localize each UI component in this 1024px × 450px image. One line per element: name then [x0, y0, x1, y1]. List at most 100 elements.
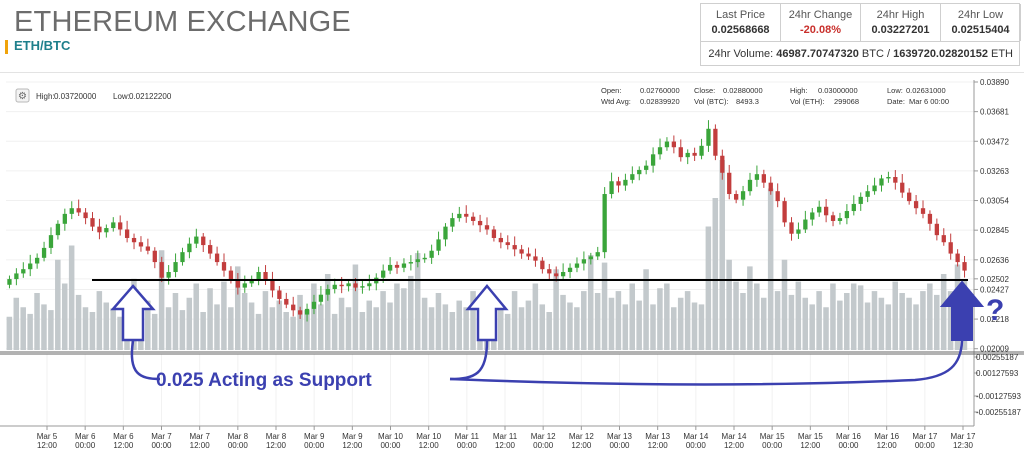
candle-body [803, 219, 808, 230]
volume-bar [920, 291, 926, 350]
ohlc-low-label: Low: [887, 86, 903, 95]
volume-bar [442, 304, 449, 350]
volume-bar [830, 283, 836, 350]
candle-body [360, 286, 365, 288]
settings-button[interactable] [15, 88, 30, 103]
candle-body [242, 283, 247, 288]
candle-body [228, 270, 234, 280]
candle-body [512, 245, 517, 250]
candle-body [97, 226, 102, 233]
candle-body [14, 273, 19, 280]
candle-body [214, 253, 220, 263]
volume-bar [214, 304, 220, 350]
range-high-label: High: [36, 92, 55, 101]
volume-bar [857, 285, 864, 350]
volume-bar [899, 293, 905, 350]
volume-bar [788, 294, 795, 350]
volume-bar [338, 297, 345, 350]
time-tick-date: Mar 17 [951, 432, 976, 441]
volume-bar [885, 304, 892, 350]
volume-bar [241, 293, 248, 350]
volume-bar [892, 281, 898, 350]
time-tick-hour: 12:00 [37, 441, 58, 450]
candle-body [367, 283, 372, 287]
candle-body [920, 208, 926, 214]
header-pair[interactable]: ETH/BTC [14, 38, 71, 53]
time-tick-date: Mar 14 [683, 432, 708, 441]
time-tick-hour: 00:00 [457, 441, 478, 450]
candle-body [547, 269, 552, 274]
candle-body [256, 272, 261, 280]
macd-tick-label: 0.00127593 [976, 369, 1019, 378]
candle-body [637, 169, 642, 175]
volume-bar [331, 313, 338, 350]
volume-bar [408, 275, 414, 350]
candle-body [353, 283, 358, 288]
volume-bar [276, 300, 283, 350]
candle-body [69, 208, 74, 214]
volume-bar [435, 293, 442, 350]
candle-body [159, 262, 164, 278]
candle-body [768, 182, 773, 192]
candle-body [927, 213, 933, 224]
volume-bar [733, 281, 739, 350]
volume-bar [75, 294, 82, 350]
candle-body [464, 213, 469, 217]
time-tick-date: Mar 8 [266, 432, 287, 441]
price-tick-label: 0.03054 [980, 197, 1009, 206]
volume-bar [228, 307, 234, 350]
candle-body [436, 239, 441, 251]
price-tick-label: 0.03681 [980, 108, 1009, 117]
candle-body [851, 203, 856, 212]
volume-bar [193, 283, 199, 350]
price-chart[interactable]: 0.03890 0.03681 0.03472 0.03263 0.03054 0.028… [0, 74, 1024, 450]
candlesticks [7, 120, 967, 322]
candle-body [201, 236, 206, 246]
time-tick-hour: 12:00 [571, 441, 592, 450]
candle-body [62, 213, 67, 224]
candle-body [893, 177, 898, 183]
time-tick-hour: 12:00 [724, 441, 745, 450]
candle-body [519, 249, 524, 254]
candle-body [858, 196, 863, 204]
volume-bar [207, 288, 213, 350]
candle-body [187, 243, 192, 253]
candle-body [907, 192, 912, 202]
candle-body [900, 182, 905, 193]
candle-body [865, 191, 870, 197]
time-tick-hour: 00:00 [533, 441, 554, 450]
candle-body [789, 222, 794, 234]
price-tick-label: 0.02502 [980, 275, 1009, 284]
volume-bar [297, 294, 303, 350]
candle-body [394, 264, 400, 268]
candle-body [28, 263, 33, 270]
ohlc-open-value: 0.02760000 [640, 86, 680, 95]
volume-bar [823, 307, 829, 350]
time-tick-hour: 12:00 [190, 441, 211, 450]
volume-bar [497, 304, 504, 350]
time-tick-hour: 00:00 [228, 441, 249, 450]
volume-bar [89, 312, 96, 350]
volume-bar [428, 307, 435, 350]
volume-bar [594, 293, 601, 350]
candle-body [872, 185, 877, 192]
candle-body [962, 262, 967, 271]
volume-bar [234, 266, 241, 350]
candle-body [782, 201, 787, 223]
candle-body [941, 235, 946, 243]
time-tick-hour: 12:00 [266, 441, 287, 450]
volume-bar [172, 293, 179, 350]
volume-bar [643, 269, 649, 350]
candle-body [194, 236, 199, 244]
question-mark: ? [986, 294, 1004, 327]
volume-bar [103, 302, 110, 350]
time-tick-date: Mar 15 [798, 432, 823, 441]
volume-bar [463, 307, 469, 350]
price-tick-label: 0.02218 [980, 315, 1009, 324]
candle-body [325, 289, 330, 295]
candle-body [650, 154, 656, 166]
candle-body [90, 218, 95, 227]
ohlc-date-label: Date: [887, 97, 905, 106]
candle-body [332, 284, 337, 290]
volume-bar [511, 291, 518, 350]
